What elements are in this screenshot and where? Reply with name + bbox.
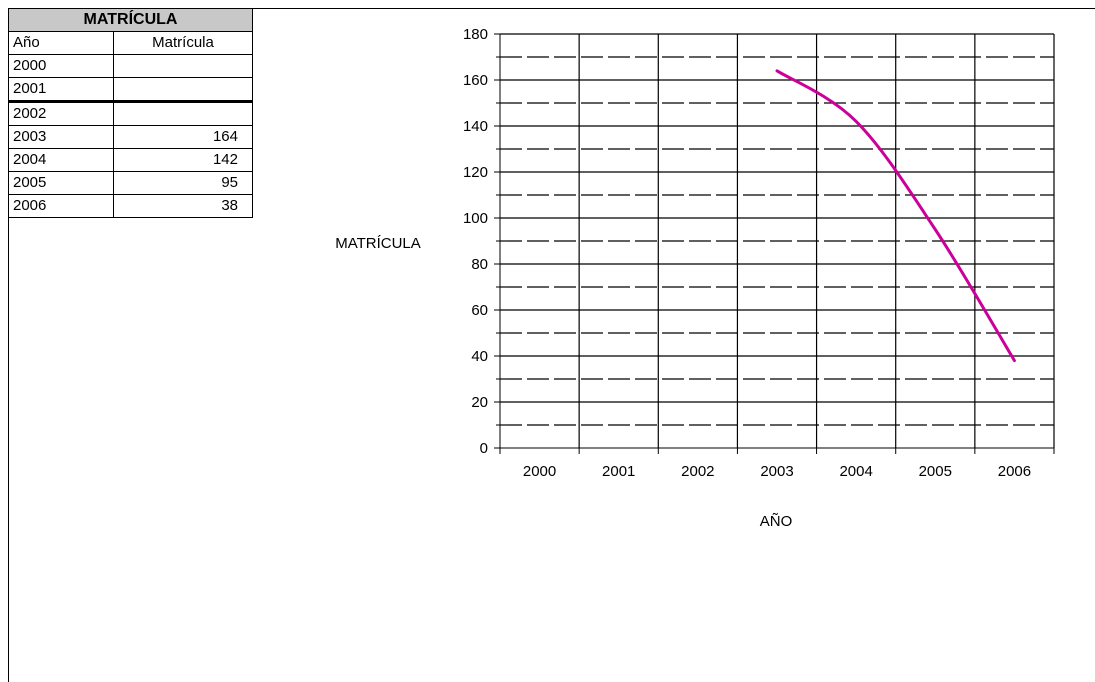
cell-year: 2006	[8, 194, 114, 218]
column-header-matricula: Matrícula	[113, 31, 253, 55]
axes: 0 20 40 60 80 100 120 140 160 180 2000 2001 2002 2003…	[463, 26, 1055, 480]
cell-value	[113, 77, 253, 102]
y-tick-label: 120	[463, 164, 488, 181]
y-tick-label: 180	[463, 26, 488, 43]
table-row: 2003 164	[8, 125, 253, 149]
x-tick-label: 2006	[998, 463, 1031, 480]
series-layer	[775, 69, 1016, 363]
cell-value	[113, 54, 253, 78]
x-tick-label: 2004	[839, 463, 872, 480]
cell-value: 38	[113, 194, 253, 218]
x-tick-label: 2001	[602, 463, 635, 480]
matricula-table: MATRÍCULA Año Matrícula 2000 2001 2002 2…	[8, 8, 253, 218]
table-row: 2006 38	[8, 194, 253, 218]
frame-left-border	[8, 8, 9, 682]
y-tick-label: 20	[471, 394, 488, 411]
y-tick-label: 140	[463, 118, 488, 135]
y-tick-label: 100	[463, 210, 488, 227]
cell-year: 2000	[8, 54, 114, 78]
column-header-year: Año	[8, 31, 114, 55]
y-tick-label: 0	[480, 440, 488, 457]
y-tick-label: 40	[471, 348, 488, 365]
x-axis-label: AÑO	[760, 513, 793, 530]
cell-year: 2005	[8, 171, 114, 195]
table-row: 2002	[8, 100, 253, 126]
table-row: 2000	[8, 54, 253, 78]
y-axis-label: MATRÍCULA	[335, 235, 421, 252]
table-header-row: Año Matrícula	[8, 31, 253, 55]
x-tick-label: 2003	[760, 463, 793, 480]
table-title-row: MATRÍCULA	[8, 8, 253, 32]
frame-top-border	[8, 8, 1095, 9]
x-tick-label: 2002	[681, 463, 714, 480]
series-line	[775, 69, 1016, 363]
x-tick-label: 2005	[919, 463, 952, 480]
table-title: MATRÍCULA	[8, 8, 253, 32]
x-tick-label: 2000	[523, 463, 556, 480]
cell-year: 2001	[8, 77, 114, 102]
y-tick-label: 160	[463, 72, 488, 89]
y-tick-label: 80	[471, 256, 488, 273]
y-tick-label: 60	[471, 302, 488, 319]
table-row: 2001	[8, 77, 253, 102]
grid	[500, 33, 1055, 448]
table-row: 2005 95	[8, 171, 253, 195]
cell-year: 2002	[8, 100, 114, 126]
